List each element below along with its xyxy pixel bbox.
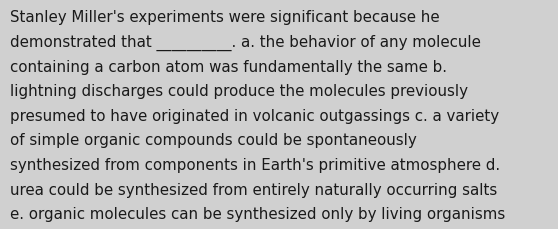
Text: lightning discharges could produce the molecules previously: lightning discharges could produce the m… xyxy=(10,84,468,99)
Text: e. organic molecules can be synthesized only by living organisms: e. organic molecules can be synthesized … xyxy=(10,206,506,221)
Text: demonstrated that __________. a. the behavior of any molecule: demonstrated that __________. a. the beh… xyxy=(10,35,481,51)
Text: Stanley Miller's experiments were significant because he: Stanley Miller's experiments were signif… xyxy=(10,10,440,25)
Text: containing a carbon atom was fundamentally the same b.: containing a carbon atom was fundamental… xyxy=(10,59,447,74)
Text: presumed to have originated in volcanic outgassings c. a variety: presumed to have originated in volcanic … xyxy=(10,108,499,123)
Text: of simple organic compounds could be spontaneously: of simple organic compounds could be spo… xyxy=(10,133,417,148)
Text: synthesized from components in Earth's primitive atmosphere d.: synthesized from components in Earth's p… xyxy=(10,157,500,172)
Text: urea could be synthesized from entirely naturally occurring salts: urea could be synthesized from entirely … xyxy=(10,182,497,197)
